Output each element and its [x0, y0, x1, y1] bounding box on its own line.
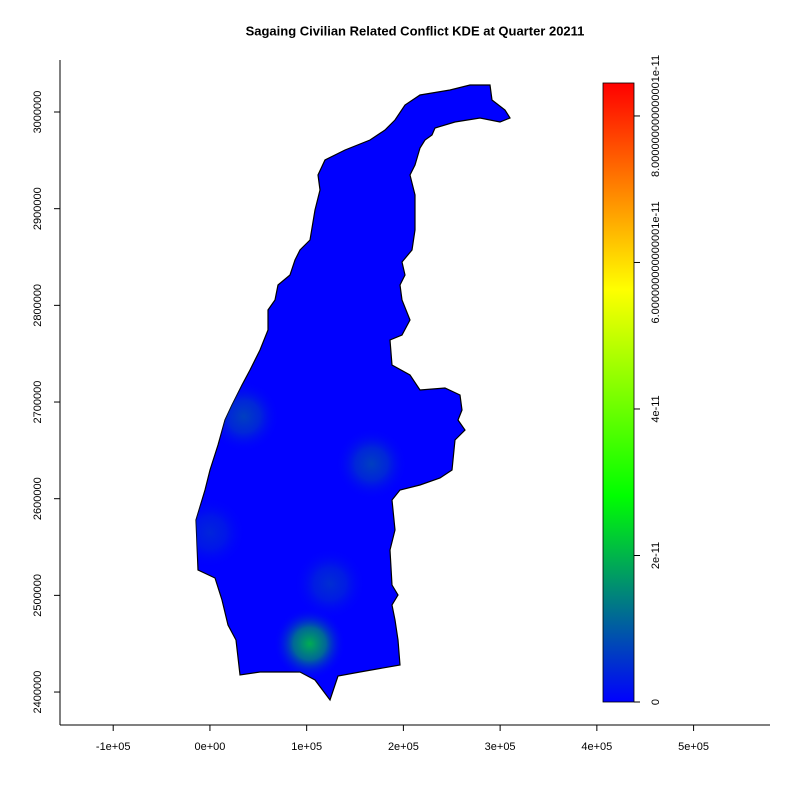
kde-hotspot [273, 607, 346, 680]
y-tick-label: 2500000 [32, 574, 44, 617]
x-tick-label: 0e+00 [194, 741, 225, 753]
x-tick-label: -1e+05 [96, 741, 131, 753]
x-tick-label: 1e+05 [291, 741, 322, 753]
colorbar-tick-label: 8.000000000000001e-11 [650, 55, 662, 177]
x-tick-label: 5e+05 [678, 741, 709, 753]
y-tick-label: 2900000 [32, 187, 44, 230]
chart-title: Sagaing Civilian Related Conflict KDE at… [246, 23, 585, 38]
y-tick-label: 2400000 [32, 671, 44, 714]
colorbar-tick-label: 0 [650, 699, 662, 705]
colorbar-tick-label: 4e-11 [650, 395, 662, 422]
x-tick-label: 4e+05 [581, 741, 612, 753]
colorbar-tick-label: 2e-11 [650, 542, 662, 569]
kde-hotspot [293, 547, 366, 620]
y-tick-label: 2700000 [32, 381, 44, 424]
colorbar [602, 82, 635, 703]
kde-hotspot [196, 496, 246, 569]
x-tick-label: 3e+05 [485, 741, 516, 753]
kde-hotspot [335, 427, 408, 500]
colorbar-tick-label: 6.000000000000001e-11 [650, 201, 662, 323]
y-tick-label: 3000000 [32, 91, 44, 134]
y-tick-label: 2800000 [32, 284, 44, 327]
x-tick-label: 2e+05 [388, 741, 419, 753]
y-tick-label: 2600000 [32, 477, 44, 520]
